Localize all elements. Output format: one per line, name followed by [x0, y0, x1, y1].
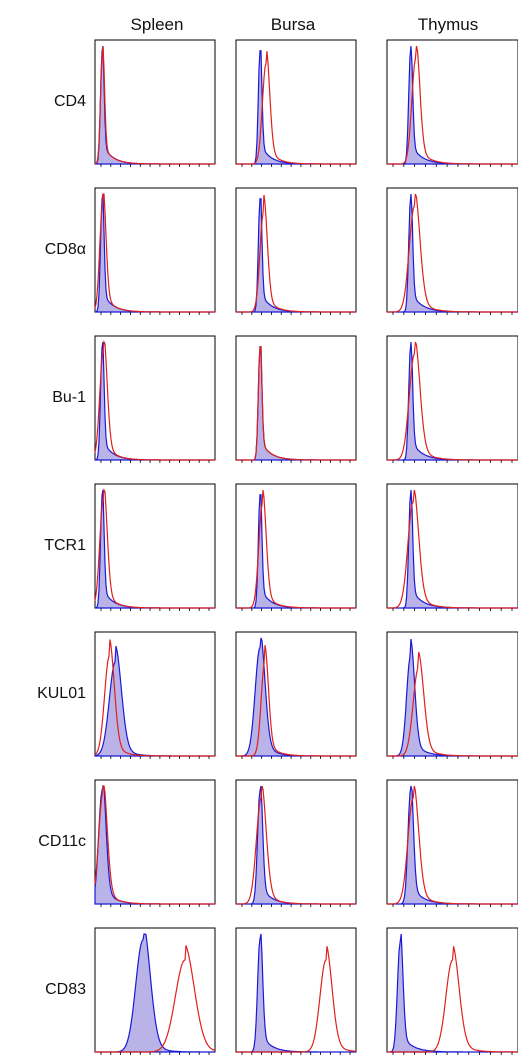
marker-histogram: [95, 945, 216, 1053]
panel-frame: [235, 39, 357, 165]
marker-histogram: [94, 193, 215, 313]
marker-histogram: [94, 487, 215, 609]
panel-cd83-thymus: [386, 927, 518, 1055]
panel-cd4-spleen: [94, 39, 216, 167]
histogram-panels: [94, 39, 518, 1055]
column-title-bursa: Bursa: [271, 15, 316, 34]
row-labels: CD4 CD8α Bu-1 TCR1 KUL01 CD11c CD83: [37, 93, 86, 998]
panel-tcr1-thymus: [386, 483, 518, 611]
panel-frame: [235, 483, 357, 609]
panel-kul01-thymus: [386, 631, 518, 759]
panel-frame: [235, 335, 357, 461]
panel-cd11c-bursa: [235, 779, 357, 907]
panel-bu-1-thymus: [386, 335, 518, 463]
panel-frame: [94, 39, 216, 165]
row-label-tcr1: TCR1: [44, 537, 86, 554]
marker-histogram: [387, 946, 518, 1053]
marker-histogram: [387, 341, 518, 461]
column-title-spleen: Spleen: [131, 15, 184, 34]
panel-cd4-bursa: [235, 39, 357, 167]
panel-frame: [94, 483, 216, 609]
row-label-cd4: CD4: [54, 93, 86, 110]
panel-cd8-spleen: [94, 187, 216, 315]
panel-cd4-thymus: [386, 39, 518, 167]
marker-histogram: [387, 489, 518, 609]
row-label-kul01: KUL01: [37, 685, 86, 702]
column-titles: Spleen Bursa Thymus: [131, 15, 479, 34]
panel-frame: [94, 187, 216, 313]
marker-histogram: [387, 193, 518, 313]
panel-bu-1-spleen: [94, 335, 216, 463]
marker-histogram: [94, 339, 215, 461]
panel-frame: [235, 187, 357, 313]
panel-tcr1-spleen: [94, 483, 216, 611]
panel-cd83-spleen: [94, 927, 216, 1055]
panel-frame: [94, 779, 216, 905]
column-title-thymus: Thymus: [418, 15, 478, 34]
row-label-cd83: CD83: [45, 981, 86, 998]
panel-cd8-thymus: [386, 187, 518, 315]
marker-histogram: [236, 346, 356, 461]
marker-histogram: [387, 651, 518, 757]
marker-histogram: [94, 639, 215, 757]
panel-frame: [94, 335, 216, 461]
marker-histogram: [236, 51, 356, 165]
marker-histogram: [236, 946, 357, 1053]
marker-histogram: [236, 194, 356, 313]
marker-histogram: [387, 45, 518, 165]
panel-frame: [235, 779, 357, 905]
row-label-cd11c: CD11c: [38, 833, 86, 850]
panel-cd83-bursa: [235, 927, 357, 1055]
panel-cd11c-spleen: [94, 779, 216, 907]
panel-cd11c-thymus: [386, 779, 518, 907]
panel-tcr1-bursa: [235, 483, 357, 611]
marker-histogram: [387, 785, 518, 905]
panel-bu-1-bursa: [235, 335, 357, 463]
marker-histogram: [236, 645, 356, 757]
panel-cd8-bursa: [235, 187, 357, 315]
row-label-cd8a: CD8α: [45, 241, 86, 258]
marker-histogram: [94, 785, 215, 905]
marker-histogram: [94, 45, 215, 165]
marker-histogram: [236, 489, 356, 609]
panel-kul01-spleen: [94, 631, 216, 759]
row-label-bu1: Bu-1: [52, 389, 86, 406]
marker-histogram: [236, 785, 356, 905]
panel-kul01-bursa: [235, 631, 357, 759]
